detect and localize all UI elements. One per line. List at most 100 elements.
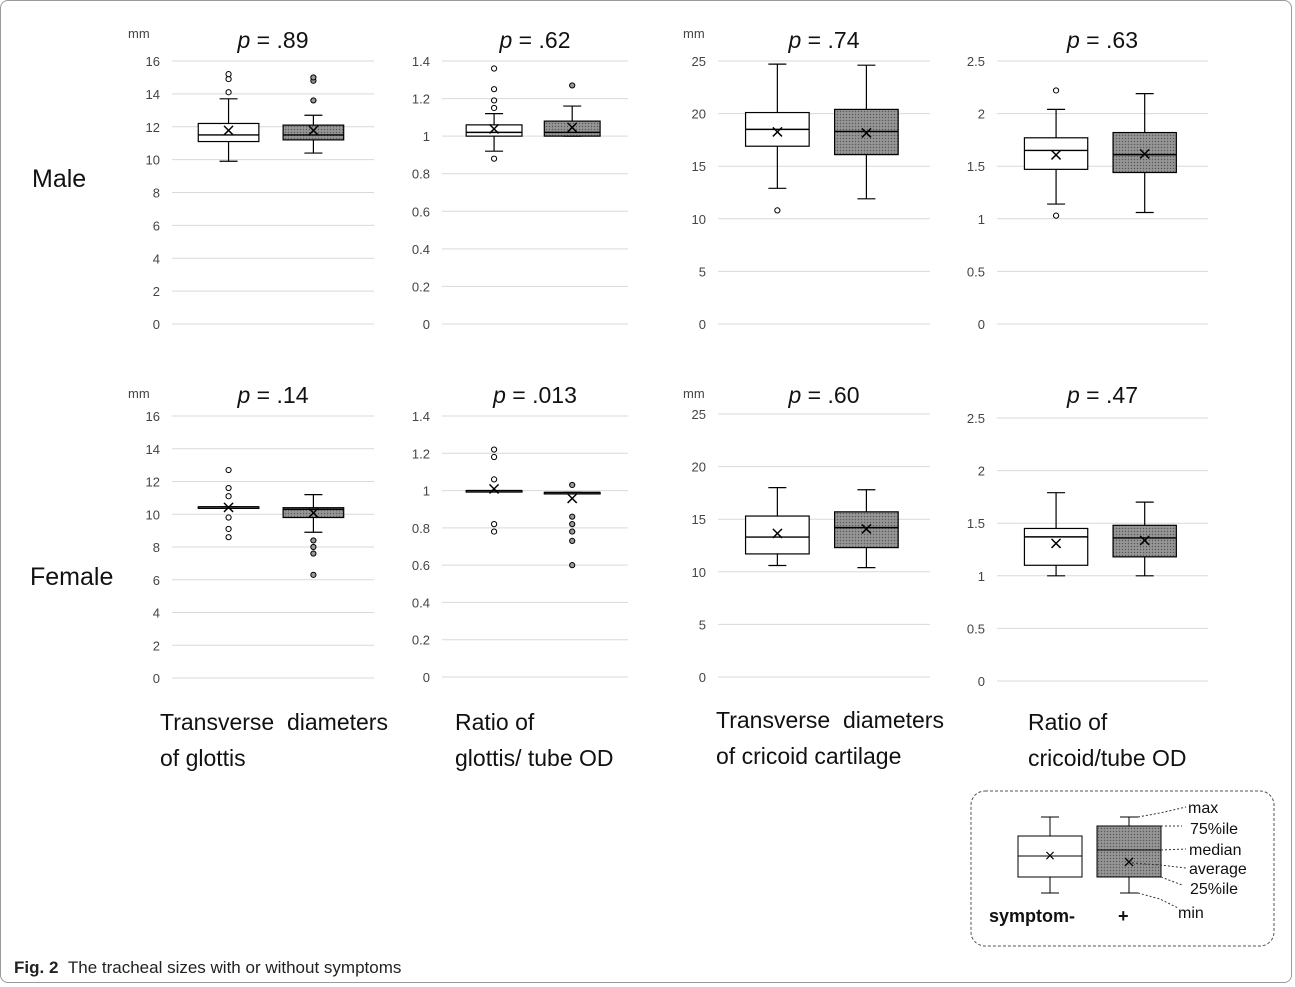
outlier-point: [490, 528, 498, 535]
p-value-title: p = .60: [788, 382, 860, 408]
outlier-point: [490, 155, 498, 162]
box-symptom-positive: ×: [833, 64, 899, 200]
outlier-point: [1052, 212, 1060, 219]
outlier-point: [225, 484, 232, 492]
p-value: = .74: [801, 27, 859, 53]
y-tick-label: 15: [692, 512, 706, 527]
legend-pos-box: [1096, 825, 1162, 878]
y-tick-label: 1: [978, 212, 985, 227]
y-tick-label: 0: [423, 317, 430, 332]
y-tick-label: 15: [692, 159, 706, 174]
box-symptom-negative: ×: [465, 446, 523, 535]
p-value-title: p = .89: [237, 27, 309, 53]
outlier-point: [490, 476, 498, 483]
mean-marker: ×: [306, 120, 321, 141]
p-value: = .63: [1080, 27, 1138, 53]
legend-label-25: 25%ile: [1190, 881, 1238, 898]
mean-marker: ×: [770, 121, 785, 142]
iqr-box: [282, 507, 345, 519]
p-value-title: p = .47: [1066, 382, 1138, 408]
p-value: = .013: [506, 382, 577, 408]
y-tick-label: 0.8: [412, 167, 430, 182]
y-tick-label: 1: [423, 129, 430, 144]
outlier-point: [310, 537, 317, 544]
outlier-point: [490, 521, 498, 528]
y-tick-label: 2: [978, 107, 985, 122]
y-tick-label: 1: [423, 484, 430, 499]
y-tick-label: 10: [692, 565, 706, 580]
y-tick-label: 1.2: [412, 92, 430, 107]
y-tick-label: 0: [699, 317, 706, 332]
y-tick-label: 1.5: [967, 159, 985, 174]
y-tick-label: 0.5: [967, 264, 985, 279]
row-label-male: Male: [32, 165, 86, 193]
y-tick-label: 0.6: [412, 204, 430, 219]
y-unit-label: mm: [683, 26, 705, 41]
y-tick-label: 0: [978, 674, 985, 689]
y-tick-label: 6: [153, 573, 160, 588]
y-tick-label: 2: [153, 284, 160, 299]
column-title-2-line-2: glottis/ tube OD: [455, 745, 614, 771]
box-symptom-positive: ×: [543, 481, 601, 569]
y-tick-label: 16: [146, 409, 160, 424]
outlier-point: [310, 550, 317, 557]
row-label-female: Female: [30, 563, 113, 591]
y-tick-label: 8: [153, 540, 160, 555]
box-symptom-negative: ×: [1023, 492, 1089, 577]
outlier-point: [225, 75, 232, 83]
p-symbol: p: [499, 27, 513, 53]
y-tick-label: 10: [692, 212, 706, 227]
outlier-point: [490, 65, 498, 72]
y-tick-label: 4: [153, 606, 160, 621]
box-symptom-positive: ×: [1112, 501, 1177, 577]
column-title-1-line-2: of glottis: [160, 745, 246, 771]
y-tick-label: 25: [692, 54, 706, 69]
y-unit-label: mm: [128, 386, 150, 401]
y-unit-label: mm: [683, 386, 705, 401]
box-symptom-negative: ×: [465, 65, 523, 162]
outlier-point: [310, 571, 317, 578]
iqr-box: [1023, 527, 1089, 566]
outlier-point: [310, 74, 317, 81]
legend-neg-mean-marker: ×: [1044, 848, 1056, 864]
chart-panel-8: 0 0.5 1 1.5 2 2.5 p = .47 × ×: [967, 382, 1208, 689]
iqr-box: [744, 515, 810, 555]
y-tick-label: 0.2: [412, 633, 430, 648]
y-tick-label: 0.5: [967, 621, 985, 636]
y-tick-label: 14: [146, 87, 160, 102]
mean-marker: ×: [221, 497, 236, 518]
chart-panel-4: 0 0.5 1 1.5 2 2.5 p = .63 × ×: [967, 27, 1208, 332]
mean-marker: ×: [487, 479, 502, 500]
y-tick-label: 0: [423, 670, 430, 685]
y-tick-label: 2.5: [967, 54, 985, 69]
column-title-2-line-1: Ratio of: [455, 709, 535, 735]
iqr-box: [1112, 131, 1177, 174]
mean-marker: ×: [859, 123, 874, 144]
outlier-point: [225, 89, 232, 96]
p-value-title: p = .62: [499, 27, 571, 53]
y-tick-label: 1: [978, 569, 985, 584]
caption-label: Fig. 2: [14, 958, 59, 977]
y-tick-label: 0: [153, 671, 160, 686]
iqr-box: [465, 124, 523, 137]
outlier-point: [569, 528, 576, 535]
y-tick-label: 1.5: [967, 516, 985, 531]
p-value: = .60: [801, 382, 859, 408]
outlier-point: [569, 513, 576, 520]
box-symptom-positive: ×: [833, 489, 899, 569]
y-tick-label: 0.4: [412, 595, 430, 610]
iqr-box: [833, 511, 899, 549]
mean-marker: ×: [565, 117, 580, 138]
mean-marker: ×: [1049, 533, 1064, 554]
outlier-point: [225, 514, 232, 521]
outlier-point: [774, 207, 781, 214]
y-unit-label: mm: [128, 26, 150, 41]
column-title-4-line-1: Ratio of: [1028, 709, 1108, 735]
y-tick-label: 1.4: [412, 409, 430, 424]
outlier-point: [225, 71, 232, 78]
y-tick-label: 25: [692, 407, 706, 422]
p-value-title: p = .74: [788, 27, 860, 53]
p-value: = .62: [512, 27, 570, 53]
y-tick-label: 5: [699, 264, 706, 279]
p-symbol: p: [237, 382, 251, 408]
